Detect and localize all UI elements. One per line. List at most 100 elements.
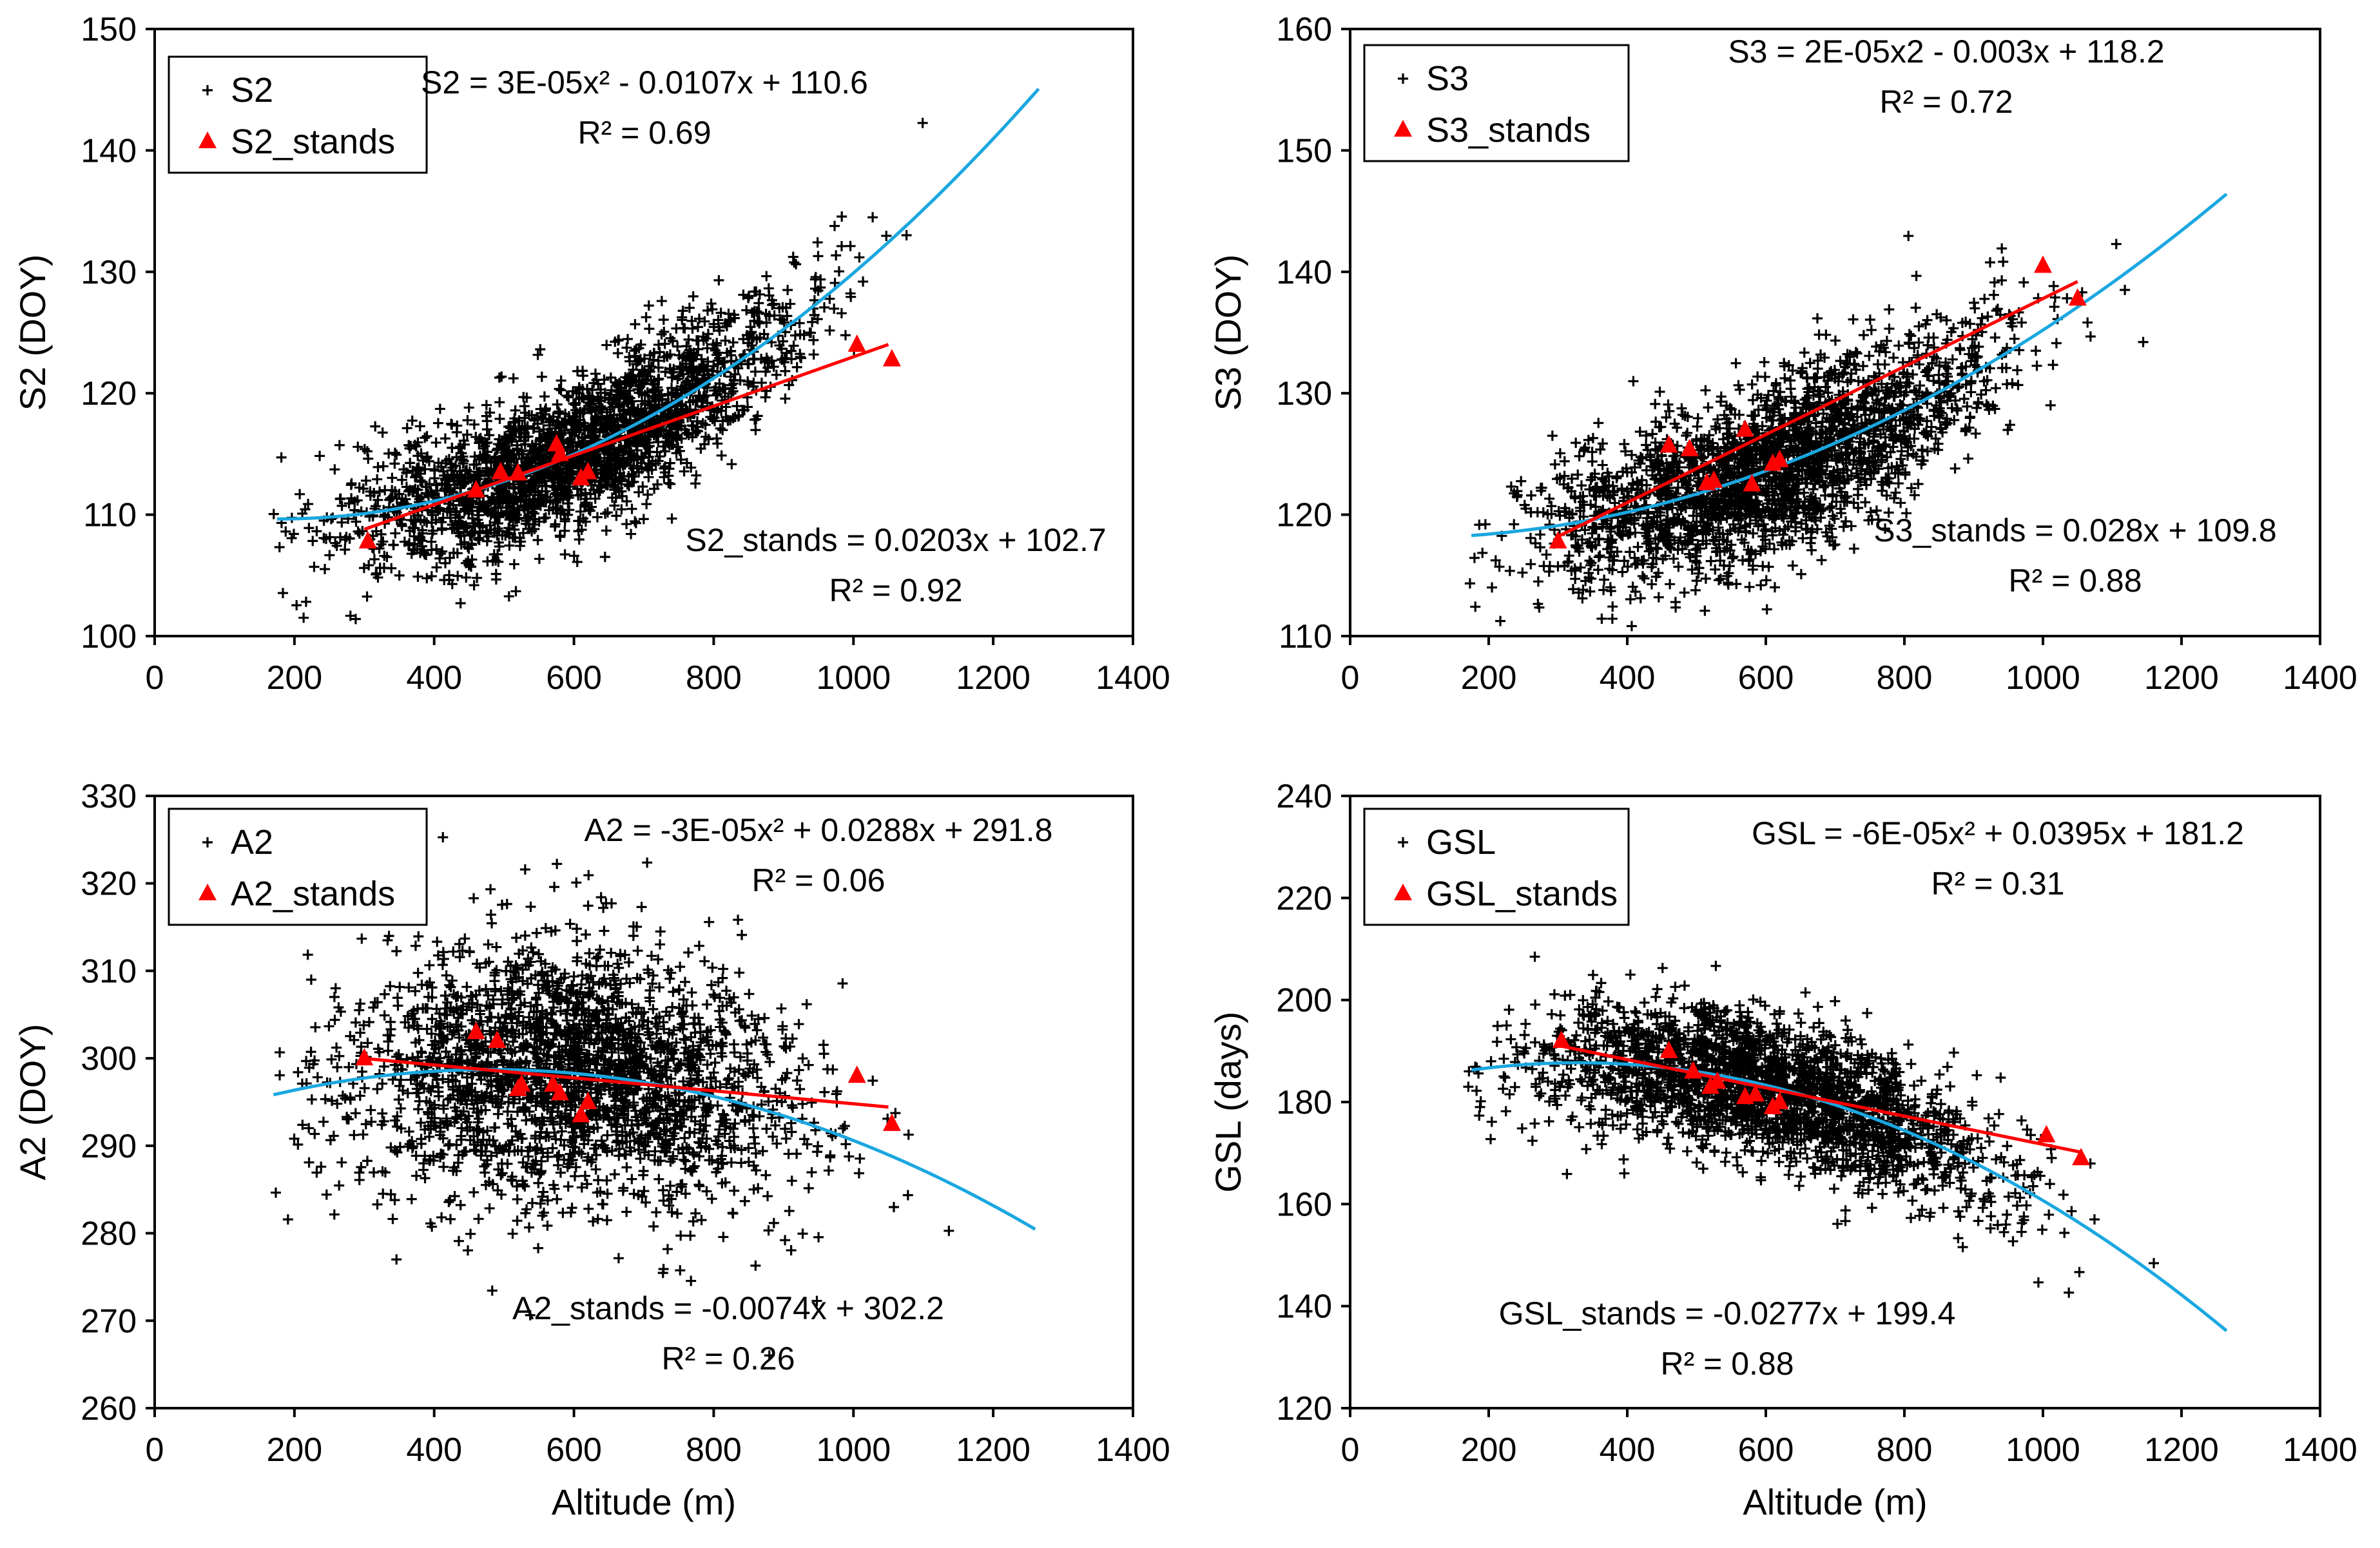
scatter-point (2138, 337, 2149, 347)
scatter-point (726, 459, 737, 469)
scatter-point (1963, 454, 1973, 464)
x-tick-label: 0 (146, 1431, 164, 1469)
scatter-point (533, 350, 543, 360)
scatter-point (362, 592, 372, 602)
scatter-point (1598, 438, 1608, 449)
x-tick-label: 600 (546, 659, 602, 697)
poly-r-squared: R² = 0.72 (1879, 84, 2013, 120)
scatter-point (1663, 400, 1673, 410)
scatter-point (679, 323, 689, 333)
scatter-point (407, 416, 418, 426)
scatter-point (1690, 585, 1701, 595)
scatter-point (1806, 545, 1817, 556)
scatter-point (1933, 370, 1944, 380)
y-tick-label: 110 (83, 497, 137, 534)
scatter-point (1748, 395, 1758, 405)
scatter-point (1547, 431, 1558, 441)
scatter-point (840, 330, 851, 340)
scatter-point (556, 385, 566, 396)
scatter-point (1764, 562, 1774, 572)
stand-marker (2069, 288, 2087, 305)
scatter-point (1812, 313, 1823, 324)
scatter-point (789, 340, 799, 351)
scatter-point (464, 402, 474, 412)
scatter-point (1699, 606, 1710, 616)
scatter-point (657, 296, 667, 306)
scatter-point (314, 450, 325, 461)
y-tick-label: 130 (1276, 375, 1332, 412)
scatter-point (1928, 376, 1939, 386)
y-tick-label: 110 (1279, 618, 1332, 655)
stands-equation: S3_stands = 0.028x + 109.8 (1873, 512, 2277, 548)
scatter-point (504, 591, 514, 601)
stands-equation: S2_stands = 0.0203x + 102.7 (685, 522, 1106, 558)
legend-label-stands: S3_stands (1426, 111, 1591, 150)
scatter-point (494, 372, 505, 383)
scatter-point (1977, 313, 1987, 324)
scatter-point (1853, 376, 1864, 386)
scatter-point (1922, 340, 1933, 351)
scatter-point (643, 489, 653, 499)
scatter-point (378, 461, 389, 472)
x-tick-label: 400 (406, 659, 462, 697)
scatter-point (397, 521, 407, 531)
scatter-point (641, 499, 652, 509)
scatter-point (1813, 363, 1823, 374)
scatter-point (1859, 330, 1869, 340)
scatter-point (1619, 439, 1629, 449)
legend-label-points: S3 (1426, 59, 1469, 98)
scatter-point (1884, 304, 1894, 314)
scatter-point (667, 514, 677, 524)
scatter-point (1820, 490, 1830, 501)
scatter-point (1636, 593, 1646, 603)
scatter-point (2085, 331, 2096, 342)
scatter-point (1517, 568, 1527, 578)
scatter-point (761, 271, 771, 282)
scatter-point (1830, 335, 1841, 345)
scatter-point (688, 291, 699, 302)
scatter-point (1703, 402, 1713, 412)
scatter-point (390, 528, 400, 539)
scatter-point (560, 549, 570, 559)
scatter-point (444, 570, 454, 580)
scatter-point (1516, 476, 1526, 487)
scatter-point (2032, 361, 2042, 371)
x-tick-label: 200 (1461, 659, 1517, 697)
scatter-point (2002, 379, 2012, 389)
scatter-point (1586, 574, 1596, 584)
scatter-point (394, 570, 405, 581)
y-tick-label: 290 (81, 1128, 137, 1165)
scatter-point (2051, 338, 2062, 349)
scatter-point (1997, 244, 2007, 254)
scatter-point (421, 431, 432, 441)
scatter-point (1700, 385, 1710, 396)
scatter-point (1884, 324, 1894, 334)
scatter-point (854, 252, 864, 262)
scatter-point (1893, 478, 1904, 489)
x-tick-label: 1000 (2006, 659, 2080, 697)
scatter-point (626, 529, 636, 539)
scatter-point (1673, 561, 1683, 572)
scatter-point (1955, 343, 1965, 353)
legend-label-stands: S2_stands (231, 122, 395, 161)
scatter-point (754, 318, 764, 329)
scatter-point (1997, 275, 2007, 285)
scatter-point (1865, 314, 1875, 325)
scatter-point (715, 423, 726, 434)
scatter-point (1469, 553, 1480, 563)
scatter-point (809, 349, 819, 360)
scatter-point (1922, 446, 1933, 456)
y-tick-label: 280 (81, 1215, 137, 1253)
poly-r-squared: R² = 0.69 (577, 115, 711, 151)
scatter-point (1911, 271, 1922, 281)
scatter-point (659, 314, 669, 325)
scatter-point (1966, 387, 1976, 397)
scatter-point (626, 1174, 637, 1185)
scatter-point (764, 283, 774, 293)
scatter-point (600, 552, 610, 562)
scatter-point (613, 348, 623, 358)
scatter-point (1607, 601, 1618, 612)
scatter-point (1906, 331, 1916, 341)
scatter-point (2009, 334, 2020, 344)
